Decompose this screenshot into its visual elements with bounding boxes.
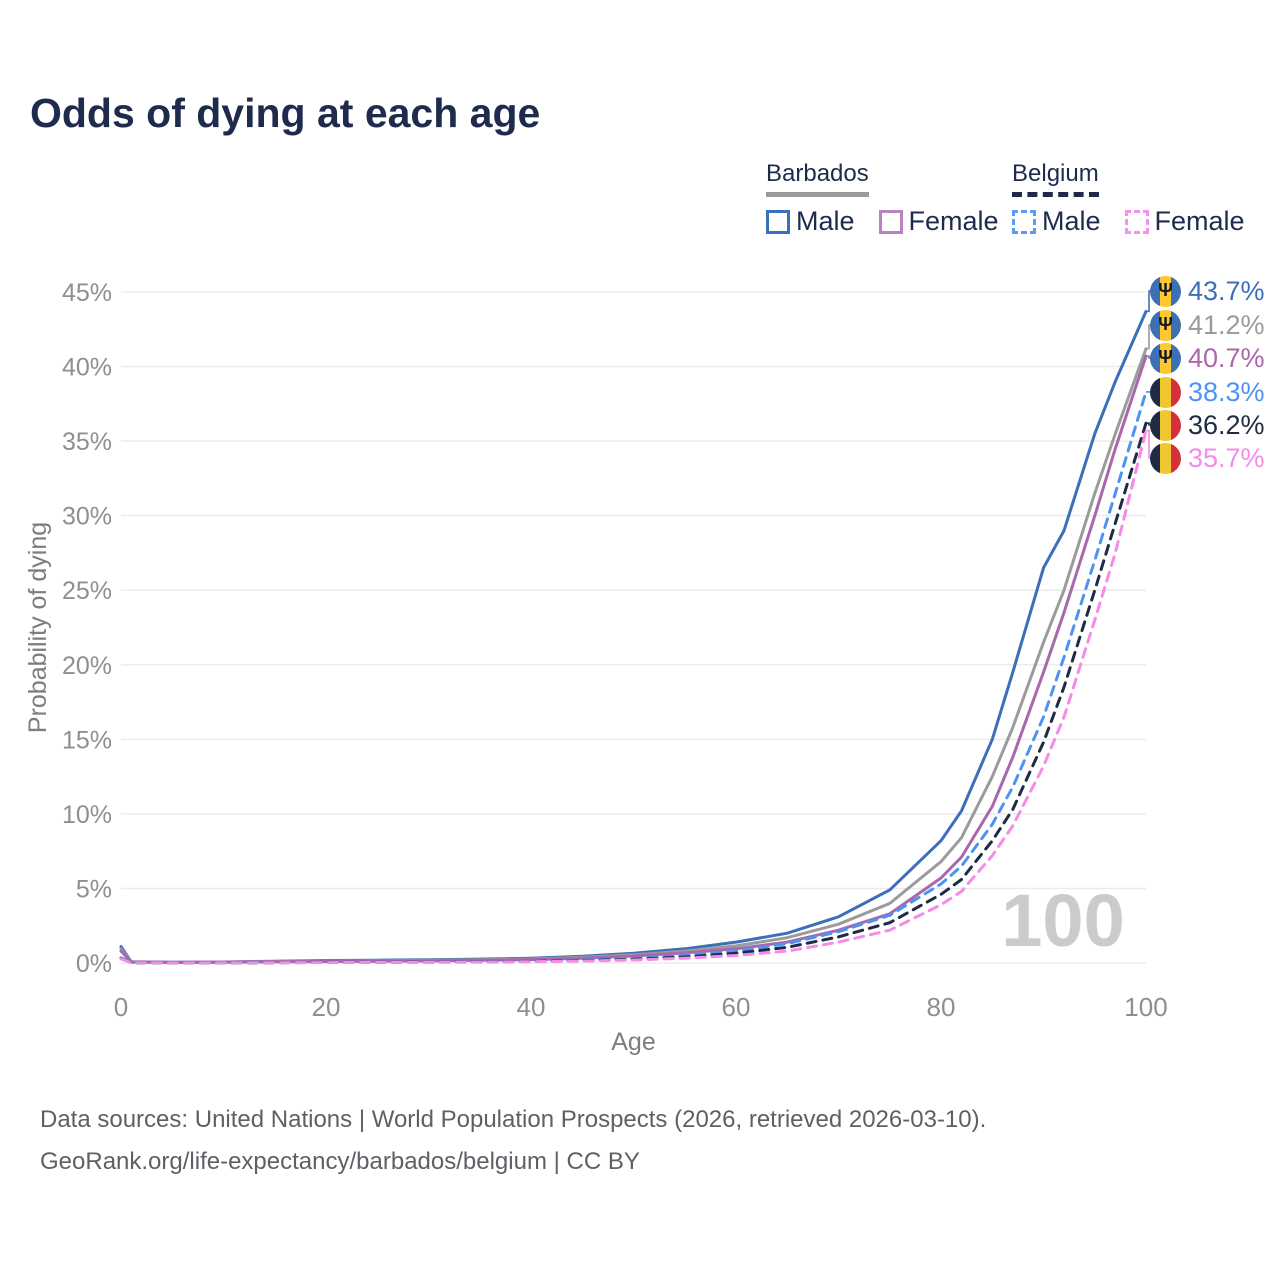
x-tick-label: 100: [1124, 992, 1167, 1022]
belgium-flag-icon: [1150, 376, 1181, 408]
gridlines: [121, 291, 1146, 964]
page-title: Odds of dying at each age: [30, 90, 541, 136]
barbados-female-swatch-icon: [878, 209, 903, 234]
y-tick-label: 45%: [62, 279, 112, 307]
age-watermark: 100: [1001, 879, 1125, 962]
end-label-belgium-total: 36.2%: [1150, 409, 1265, 441]
series-line-barbados-female: [119, 354, 1148, 964]
x-axis-title: Age: [611, 1028, 655, 1056]
belgium-flag-icon: [1150, 442, 1181, 474]
barbados-male-swatch-icon: [766, 209, 790, 234]
legend-item-barbados-male[interactable]: Male: [766, 206, 855, 237]
x-axis-tick-labels: 0 20 40 60 80 100: [114, 992, 1168, 1022]
legend-item-label: Male: [796, 206, 855, 236]
legend-item-belgium-female[interactable]: Female: [1124, 206, 1245, 237]
trident-icon: Ψ: [1158, 314, 1173, 334]
axis-titles: Age Probability of dying: [24, 522, 656, 1056]
belgium-male-swatch-icon: [1012, 209, 1036, 234]
legend-item-belgium-male[interactable]: Male: [1012, 206, 1101, 237]
end-label-belgium-male: 38.3%: [1150, 376, 1265, 408]
series-line-belgium-female: [119, 429, 1148, 965]
end-label-value: 36.2%: [1188, 409, 1265, 440]
end-label-value: 43.7%: [1188, 275, 1265, 306]
x-tick-label: 0: [114, 992, 128, 1022]
end-label-barbados-female: Ψ 40.7%: [1150, 342, 1265, 374]
end-label-value: 35.7%: [1188, 442, 1265, 473]
trident-icon: Ψ: [1158, 347, 1173, 367]
y-tick-label: 0%: [76, 950, 112, 978]
legend-item-label: Male: [1042, 206, 1101, 236]
y-tick-label: 20%: [62, 652, 112, 680]
x-tick-label: 20: [312, 992, 341, 1022]
barbados-flag-icon: Ψ: [1150, 275, 1181, 307]
barbados-flag-icon: Ψ: [1150, 309, 1181, 341]
legend-item-label: Female: [908, 206, 999, 236]
series-line-barbados-male: [119, 309, 1148, 964]
legend-country-belgium[interactable]: Belgium: [1012, 160, 1099, 197]
x-tick-label: 60: [722, 992, 751, 1022]
end-label-value: 40.7%: [1188, 342, 1265, 373]
y-axis-tick-labels: 0% 5% 10% 15% 20% 25% 30% 35% 40% 45%: [62, 279, 112, 978]
end-label-value: 41.2%: [1188, 309, 1265, 340]
legend-group-barbados: Barbados Male Female: [766, 160, 999, 237]
barbados-flag-icon: Ψ: [1150, 342, 1181, 374]
data-sources-text: Data sources: United Nations | World Pop…: [40, 1106, 987, 1133]
y-tick-label: 35%: [62, 428, 112, 456]
attribution-text: GeoRank.org/life-expectancy/barbados/bel…: [40, 1148, 640, 1175]
y-tick-label: 40%: [62, 354, 112, 382]
legend-group-belgium: Belgium Male Female: [1012, 160, 1245, 237]
x-tick-label: 80: [927, 992, 956, 1022]
y-tick-label: 15%: [62, 726, 112, 754]
series-lines: [119, 309, 1148, 965]
y-tick-label: 10%: [62, 801, 112, 829]
legend-country-barbados[interactable]: Barbados: [766, 160, 869, 197]
mortality-line-chart: 0% 5% 10% 15% 20% 25% 30% 35% 40% 45% 0 20 40 60 80 10…: [24, 279, 1168, 1056]
legend-item-label: Female: [1154, 206, 1245, 236]
belgium-female-swatch-icon: [1124, 209, 1149, 234]
legend-item-barbados-female[interactable]: Female: [878, 206, 999, 237]
trident-icon: Ψ: [1158, 280, 1173, 300]
end-label-belgium-female: 35.7%: [1150, 442, 1265, 474]
end-label-value: 38.3%: [1188, 376, 1265, 407]
y-tick-label: 5%: [76, 875, 112, 903]
y-tick-label: 25%: [62, 577, 112, 605]
end-label-barbados-total: Ψ 41.2%: [1150, 309, 1265, 341]
y-axis-title: Probability of dying: [24, 522, 52, 733]
y-tick-label: 30%: [62, 503, 112, 531]
x-tick-label: 40: [517, 992, 546, 1022]
end-label-barbados-male: Ψ 43.7%: [1150, 275, 1265, 307]
belgium-flag-icon: [1150, 409, 1181, 441]
